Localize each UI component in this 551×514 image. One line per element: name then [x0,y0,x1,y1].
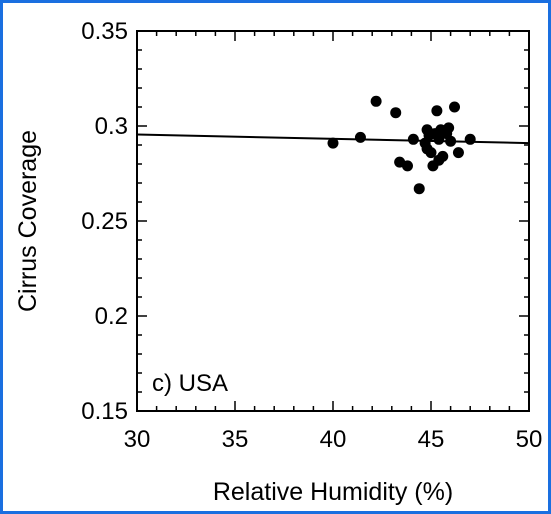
data-points [327,95,476,195]
data-point [449,101,461,113]
x-axis-title: Relative Humidity (%) [213,478,453,506]
x-tick-label: 50 [516,426,543,453]
data-point [452,147,464,159]
data-point [464,133,476,145]
y-tick-label: 0.2 [95,303,128,330]
data-point [401,160,413,172]
data-point [431,105,443,117]
x-tick-label: 45 [418,426,445,453]
axis-ticks [136,30,530,412]
y-tick-label: 0.25 [81,208,128,235]
data-point [433,133,445,145]
x-tick-label: 40 [320,426,347,453]
data-point [390,107,402,119]
tick-labels: 30 35 40 45 50 0.15 0.2 0.25 0.3 0.35 [81,18,542,453]
y-tick-label: 0.3 [95,113,128,140]
y-tick-label: 0.35 [81,18,128,45]
data-point [425,147,437,159]
data-point [445,135,457,147]
y-axis-title: Cirrus Coverage [14,130,42,312]
x-tick-label: 35 [222,426,249,453]
data-point [327,137,339,149]
panel-label: c) USA [152,370,228,397]
data-point [413,183,425,195]
data-point [437,150,449,162]
data-point [370,95,382,107]
y-tick-label: 0.15 [81,398,128,425]
plot-area [136,30,530,412]
data-point [354,131,366,143]
data-point [407,133,419,145]
data-point [443,122,455,134]
x-tick-label: 30 [124,426,151,453]
